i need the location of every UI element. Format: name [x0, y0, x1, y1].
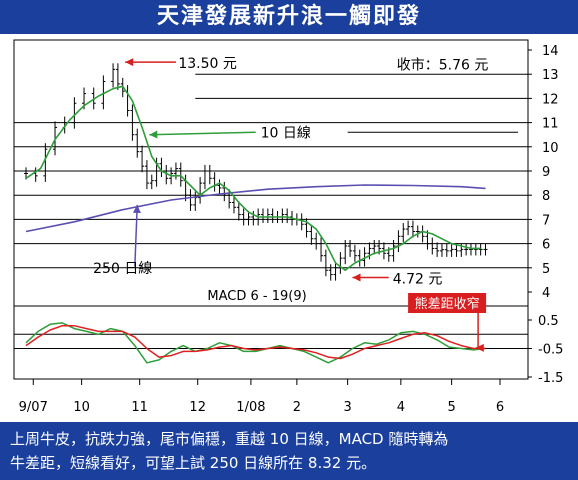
caption-line-2: 牛差距，短線看好，可望上試 250 日線所在 8.32 元。 [10, 454, 377, 472]
ma250-arrow-head [132, 204, 141, 213]
signal-line [25, 324, 486, 360]
macd-callout-box [408, 293, 487, 313]
x-tick-label: 4 [397, 400, 405, 415]
x-tick-label: 9/07 [19, 400, 48, 415]
y-tick-label: 12 [542, 92, 559, 107]
x-tick-label: 10 [73, 400, 90, 415]
y-tick-label: 9 [542, 165, 550, 180]
chart-title: 天津發展新升浪一觸即發 [0, 0, 578, 34]
y-tick-label: 14 [542, 44, 559, 59]
plot-frame [13, 39, 529, 380]
high-label: 13.50 元 [178, 56, 237, 72]
ma10-arrow-head [149, 130, 158, 139]
y-tick-label: 4 [542, 286, 550, 301]
x-tick-label: 5 [447, 400, 455, 415]
ma250-line [25, 184, 486, 233]
close-price-label: 收市：5.76 元 [397, 57, 489, 74]
macd-callout-label: 熊差距收窄 [415, 296, 480, 312]
y-tick-label: 7 [542, 213, 550, 228]
chart-area: 4 5 6 7 8 9 10 11 12 13 14 0.5 -0.5 -1.5 9/07 10 11 12 1/0… [13, 39, 563, 415]
ma10-arrow [149, 131, 256, 136]
macd-line [25, 322, 486, 364]
close-label-bg [388, 47, 524, 72]
low-label: 4.72 元 [393, 271, 443, 287]
y-tick-label: 10 [542, 141, 559, 156]
macd-y-tick-label: 0.5 [538, 314, 559, 329]
ma250-arrow [134, 204, 138, 267]
y-tick-label: 11 [542, 117, 559, 132]
x-tick-label: 3 [344, 400, 352, 415]
macd-y-tick-label: -0.5 [538, 343, 563, 358]
x-tick-label: 12 [189, 400, 206, 415]
y-tick-label: 5 [542, 262, 550, 277]
low-arrow-head [352, 273, 361, 282]
x-tick-label: 1/08 [236, 400, 265, 415]
ma10-line [25, 85, 481, 271]
caption-box: 上周牛皮，抗跌力強，尾市偏穩，重越 10 日線，MACD 隨時轉為 牛差距，短線… [0, 422, 578, 480]
macd-y-tick-label: -1.5 [538, 371, 563, 386]
x-tick-label: 2 [293, 400, 301, 415]
high-arrow-head [125, 58, 134, 67]
x-tick-label: 11 [131, 400, 148, 415]
y-tick-label: 8 [542, 189, 550, 204]
ma250-label: 250 日線 [93, 261, 152, 277]
macd-callout-arrow-head [475, 343, 484, 352]
macd-title: MACD 6 - 19(9) [207, 289, 306, 304]
ma10-label: 10 日線 [261, 125, 311, 141]
caption-line-1: 上周牛皮，抗跌力強，尾市偏穩，重越 10 日線，MACD 隨時轉為 [10, 430, 449, 448]
y-tick-label: 13 [542, 68, 559, 83]
y-tick-label: 6 [542, 238, 550, 253]
x-tick-label: 6 [496, 400, 504, 415]
